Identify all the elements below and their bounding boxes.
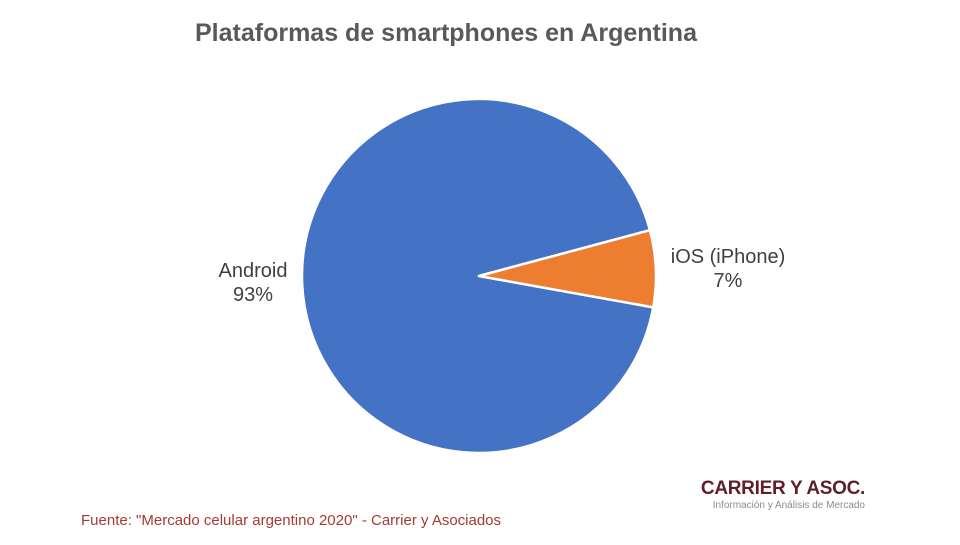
logo-tagline: Información y Análisis de Mercado (712, 500, 865, 511)
slice-label-android-pct: 93% (232, 284, 274, 306)
slice-label-ios-name: iOS (iPhone) (670, 246, 786, 268)
chart-title: Plataformas de smartphones en Argentina (195, 19, 697, 47)
slice-label-android: Android 93% (153, 259, 353, 307)
pie-slices-group (300, 97, 658, 455)
pie-slice-ios-iphone (477, 228, 658, 309)
slice-label-ios: iOS (iPhone) 7% (628, 245, 828, 293)
pie-slice-android (300, 97, 655, 455)
slice-label-android-name: Android (218, 260, 288, 282)
slice-label-ios-pct: 7% (713, 270, 743, 292)
logo: CARRIER Y ASOC. Información y Análisis d… (701, 479, 865, 512)
source-note: Fuente: "Mercado celular argentino 2020"… (81, 512, 502, 529)
logo-name: CARRIER Y ASOC. (700, 478, 865, 499)
